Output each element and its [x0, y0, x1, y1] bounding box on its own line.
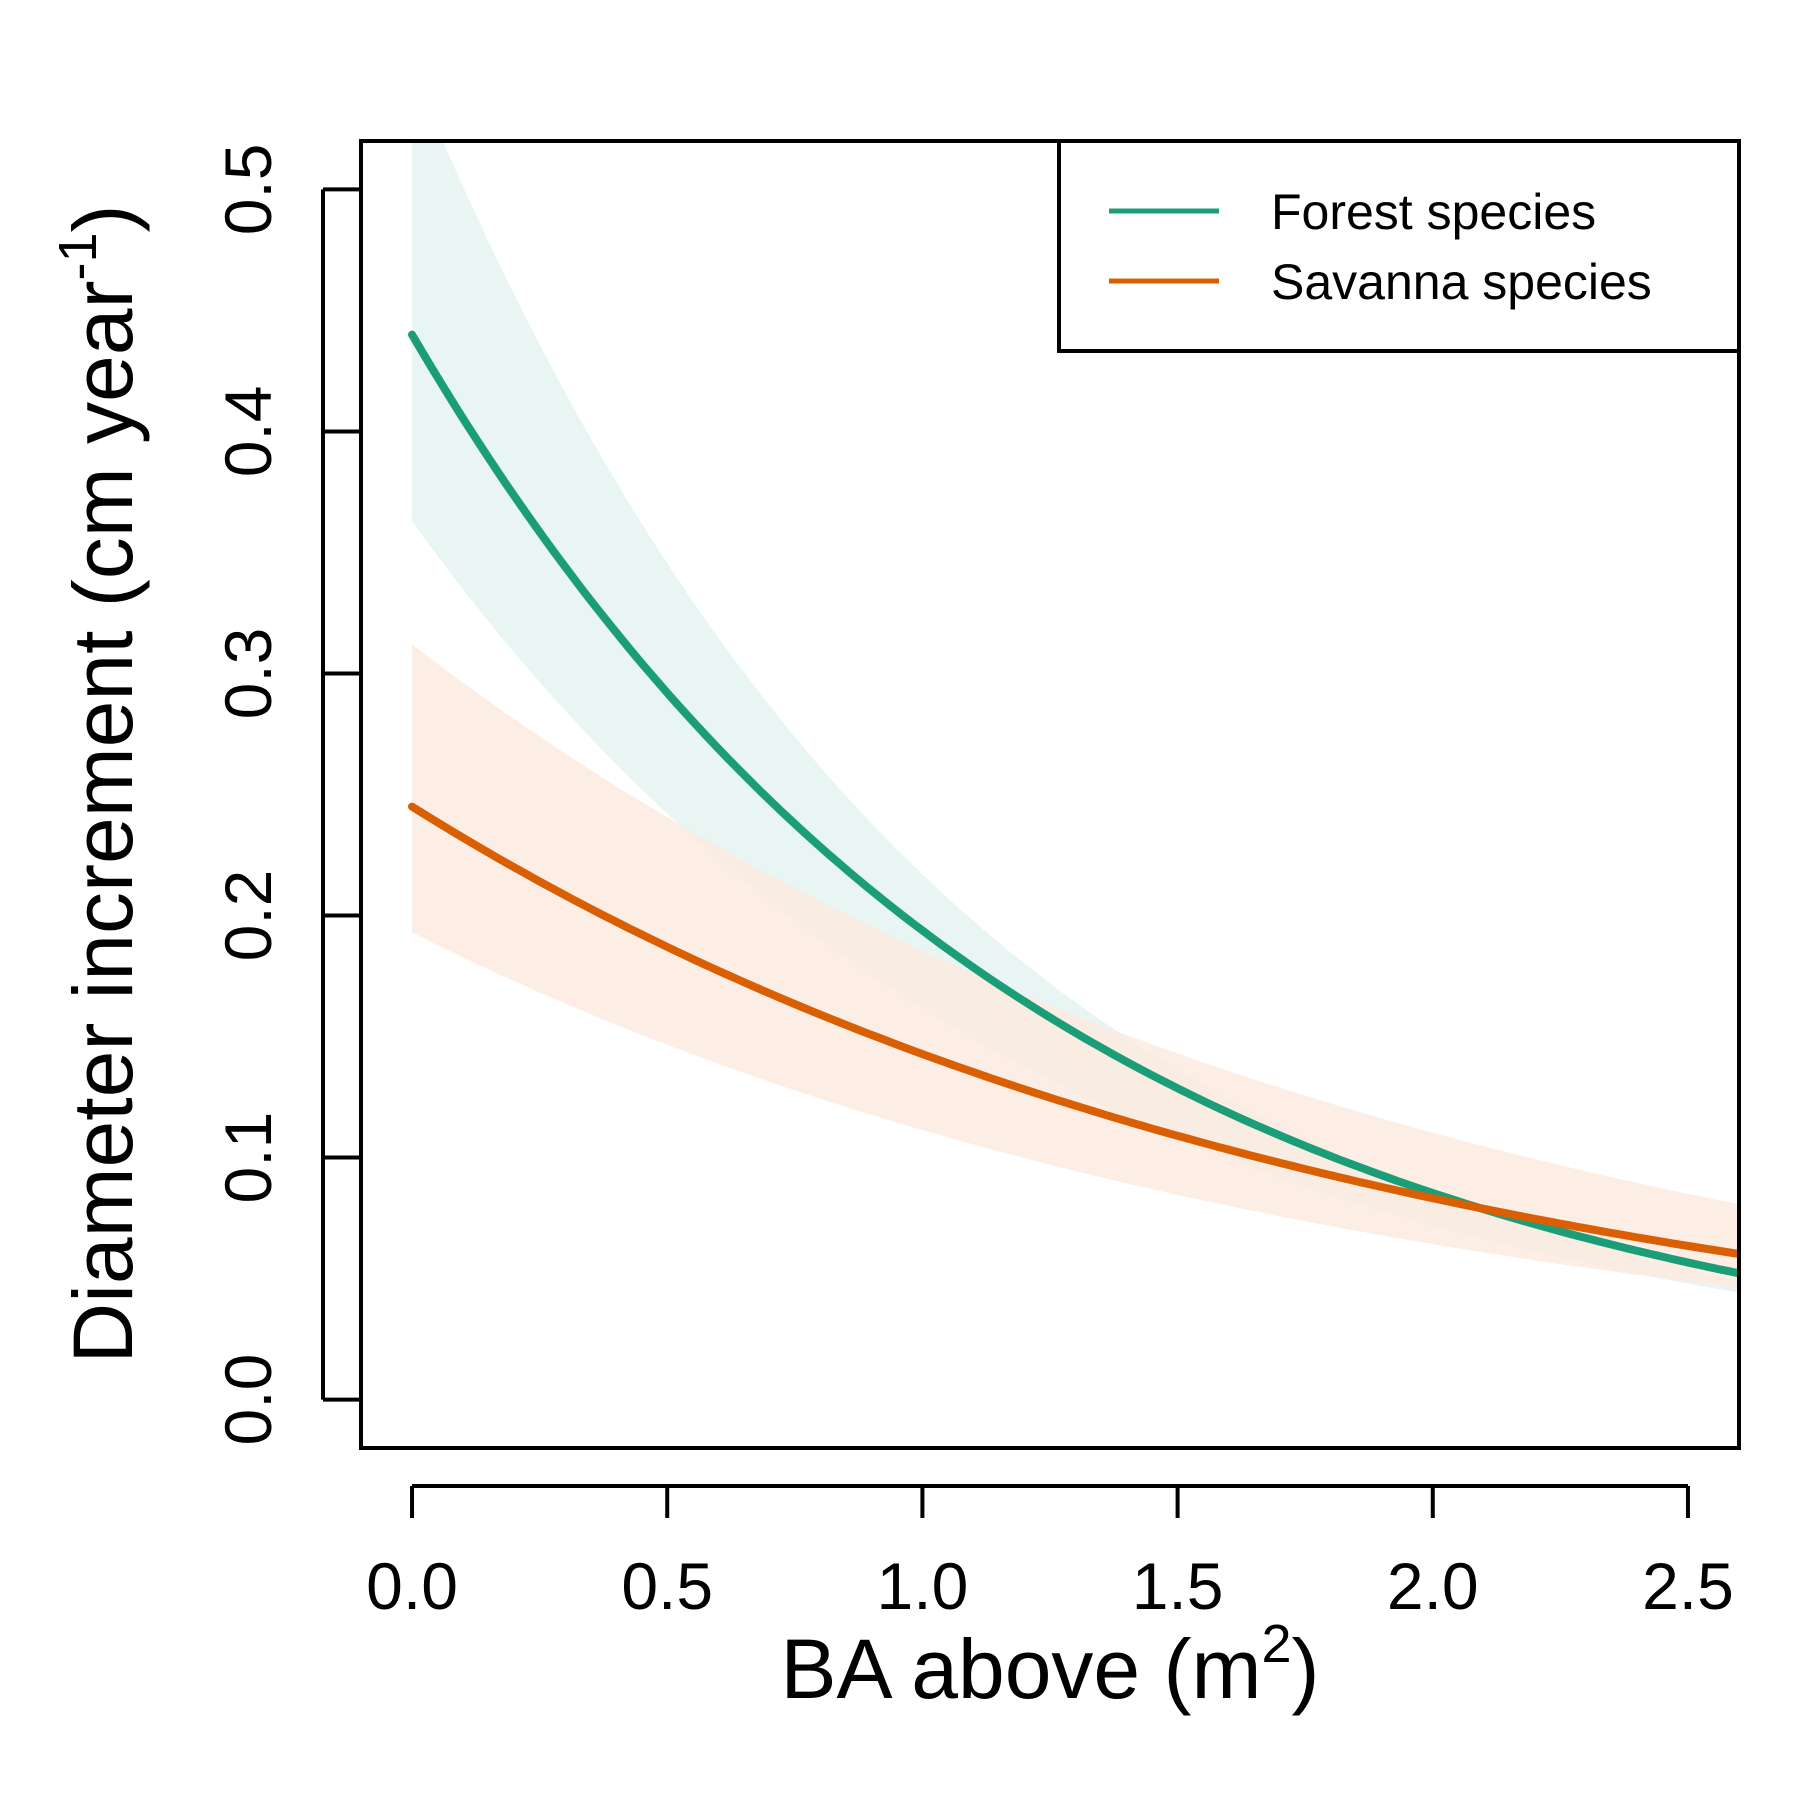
y-tick-label: 0.4	[211, 386, 285, 478]
y-tick-label: 0.2	[211, 870, 285, 962]
x-tick-label: 1.5	[1132, 1549, 1224, 1623]
line-savanna-species	[408, 802, 1739, 1258]
y-tick-label: 0.5	[211, 144, 285, 236]
y-tick-label: 0.0	[211, 1354, 285, 1446]
y-axis: 0.0 0.1 0.2 0.3 0.4 0.5	[211, 144, 361, 1446]
series-lines	[408, 330, 1739, 1278]
x-tick-label: 2.5	[1642, 1549, 1734, 1623]
x-tick-label: 1.0	[877, 1549, 969, 1623]
x-axis: 0.0 0.5 1.0 1.5 2.0 2.5	[366, 1484, 1734, 1623]
legend-box	[1057, 139, 1741, 353]
y-tick-label: 0.3	[211, 628, 285, 720]
legend: Forest species Savanna species	[1057, 139, 1741, 353]
x-tick-label: 0.0	[366, 1549, 458, 1623]
plot-frame	[359, 139, 1741, 1450]
x-axis-title: BA above (m2)	[781, 1614, 1320, 1716]
legend-label-savanna-species: Savanna species	[1271, 254, 1652, 310]
y-axis-title: Diameter increment (cm year-1)	[48, 205, 150, 1364]
x-tick-label: 2.0	[1387, 1549, 1479, 1623]
legend-label-forest-species: Forest species	[1271, 184, 1596, 240]
y-tick-label: 0.1	[211, 1112, 285, 1204]
confidence-bands	[412, 141, 1739, 1293]
ci-band-savanna-species	[412, 644, 1739, 1288]
x-tick-label: 0.5	[621, 1549, 713, 1623]
